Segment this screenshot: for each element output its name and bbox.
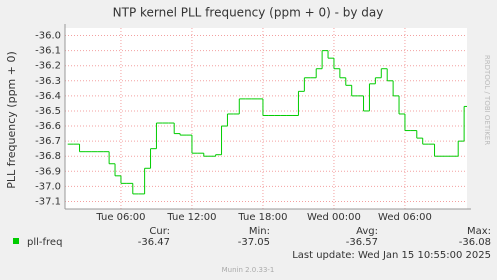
y-tick-label: -36.4	[35, 91, 61, 102]
y-tick-label: -36.6	[35, 121, 61, 132]
x-tick-label: Wed 06:00	[378, 212, 432, 223]
summary-value: -36.08	[459, 237, 491, 248]
y-tick-label: -36.2	[35, 61, 61, 72]
summary-header: Cur:	[149, 226, 170, 237]
y-tick-label: -36.5	[35, 106, 61, 117]
x-tick-label: Wed 00:00	[307, 212, 361, 223]
y-tick-label: -36.7	[35, 136, 61, 147]
x-tick-label: Tue 06:00	[95, 212, 145, 223]
side-text: RRDTOOL / TOBI OETIKER	[483, 55, 491, 145]
summary-value: -36.57	[346, 237, 378, 248]
y-tick-label: -36.3	[35, 76, 61, 87]
y-tick-label: -37.1	[35, 196, 61, 207]
last-update: Last update: Wed Jan 15 10:55:00 2025	[292, 250, 491, 261]
summary-value: -36.47	[138, 237, 170, 248]
footer: Munin 2.0.33-1	[222, 266, 275, 274]
chart-title: NTP kernel PLL frequency (ppm + 0) - by …	[113, 6, 384, 20]
summary-value: -37.05	[238, 237, 270, 248]
y-tick-label: -36.1	[35, 46, 61, 57]
y-tick-label: -36.9	[35, 166, 61, 177]
summary-header: Max:	[467, 226, 491, 237]
y-tick-label: -36.8	[35, 151, 61, 162]
y-axis-label: PLL frequency (ppm + 0)	[5, 51, 18, 189]
legend-label: pll-freq	[27, 237, 62, 248]
plot-area	[65, 28, 467, 209]
y-tick-label: -36.0	[35, 31, 61, 42]
x-tick-label: Tue 18:00	[237, 212, 287, 223]
x-tick-label: Tue 12:00	[166, 212, 216, 223]
summary-header: Avg:	[356, 226, 378, 237]
summary-header: Min:	[249, 226, 270, 237]
legend-swatch	[13, 238, 19, 244]
y-tick-label: -37.0	[35, 181, 61, 192]
